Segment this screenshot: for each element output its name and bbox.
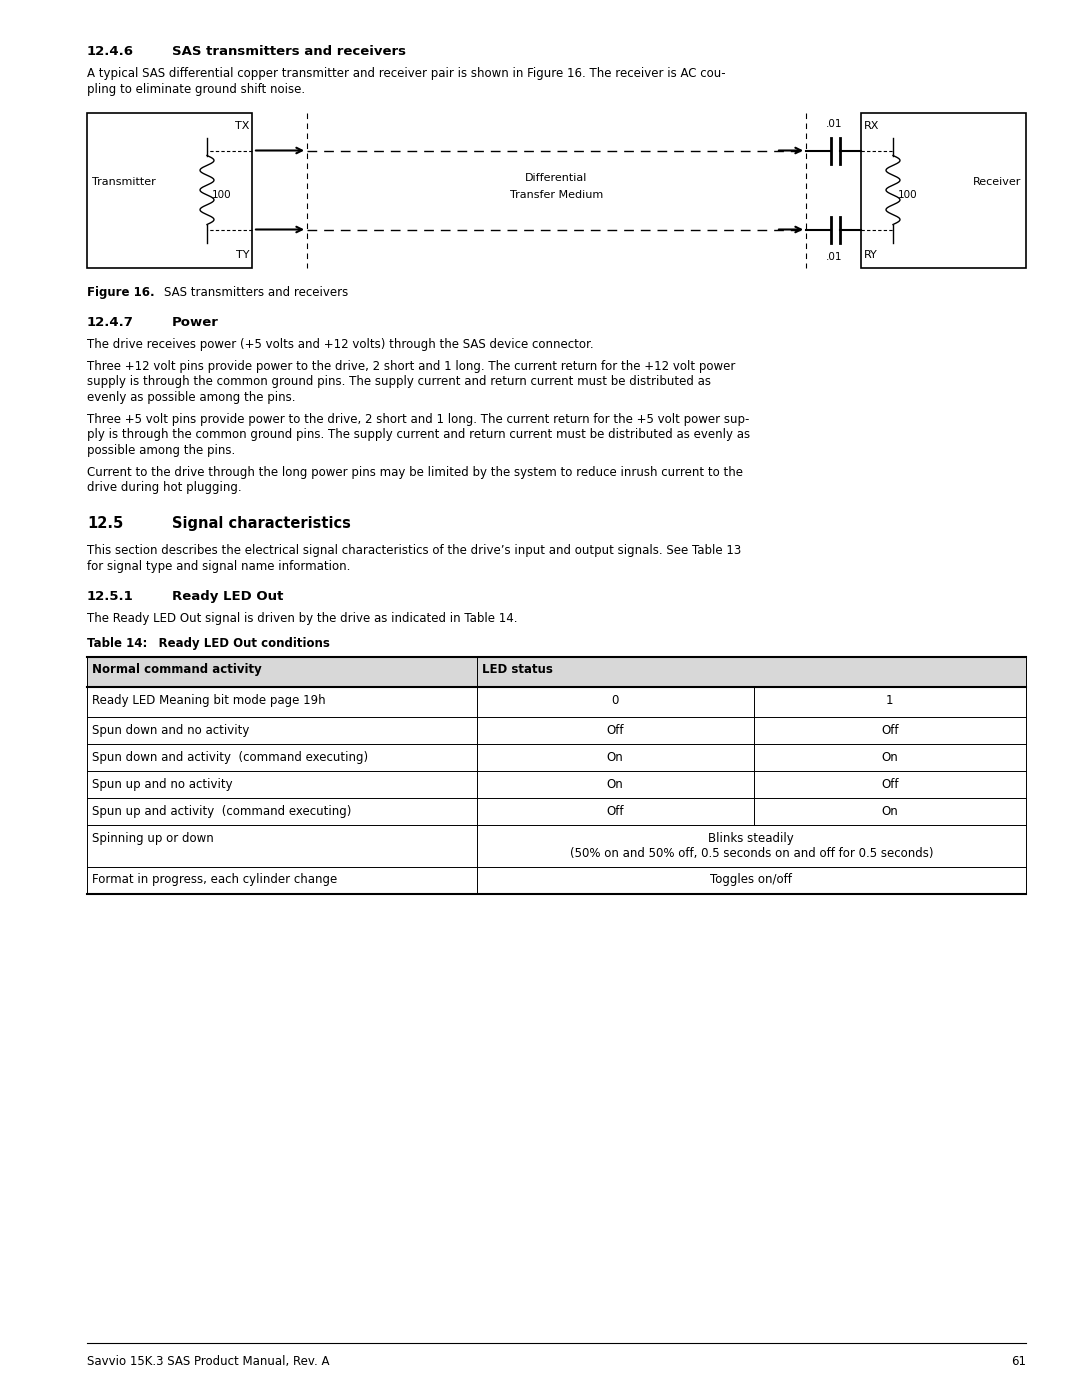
Text: Figure 16.: Figure 16. (87, 285, 154, 299)
Text: SAS transmitters and receivers: SAS transmitters and receivers (172, 45, 406, 59)
Text: evenly as possible among the pins.: evenly as possible among the pins. (87, 391, 296, 404)
Text: On: On (607, 778, 623, 791)
Text: Ready LED Out: Ready LED Out (172, 590, 283, 602)
Text: 61: 61 (1011, 1355, 1026, 1368)
Text: 12.4.7: 12.4.7 (87, 316, 134, 328)
Text: supply is through the common ground pins. The supply current and return current : supply is through the common ground pins… (87, 374, 711, 388)
Text: pling to eliminate ground shift noise.: pling to eliminate ground shift noise. (87, 82, 306, 95)
Text: The Ready LED Out signal is driven by the drive as indicated in Table 14.: The Ready LED Out signal is driven by th… (87, 612, 517, 624)
Text: RX: RX (864, 120, 879, 130)
Text: 12.4.6: 12.4.6 (87, 45, 134, 59)
Text: TX: TX (234, 120, 249, 130)
Text: ply is through the common ground pins. The supply current and return current mus: ply is through the common ground pins. T… (87, 427, 751, 441)
Text: Normal command activity: Normal command activity (92, 662, 261, 676)
Text: A typical SAS differential copper transmitter and receiver pair is shown in Figu: A typical SAS differential copper transm… (87, 67, 726, 80)
Text: Receiver: Receiver (973, 177, 1021, 187)
Text: (50% on and 50% off, 0.5 seconds on and off for 0.5 seconds): (50% on and 50% off, 0.5 seconds on and … (569, 847, 933, 861)
Text: for signal type and signal name information.: for signal type and signal name informat… (87, 560, 350, 573)
Text: Spun up and activity  (command executing): Spun up and activity (command executing) (92, 805, 351, 817)
Text: Ready LED Meaning bit mode page 19h: Ready LED Meaning bit mode page 19h (92, 693, 326, 707)
Text: Current to the drive through the long power pins may be limited by the system to: Current to the drive through the long po… (87, 465, 743, 479)
Text: Transmitter: Transmitter (92, 177, 156, 187)
Text: Off: Off (607, 724, 624, 736)
Text: Format in progress, each cylinder change: Format in progress, each cylinder change (92, 873, 337, 887)
Text: Three +12 volt pins provide power to the drive, 2 short and 1 long. The current : Three +12 volt pins provide power to the… (87, 359, 735, 373)
Text: .01: .01 (826, 119, 842, 129)
Bar (87, 657, 1026, 686)
Text: This section describes the electrical signal characteristics of the drive’s inpu: This section describes the electrical si… (87, 543, 741, 557)
Text: The drive receives power (+5 volts and +12 volts) through the SAS device connect: The drive receives power (+5 volts and +… (87, 338, 594, 351)
Text: Blinks steadily: Blinks steadily (708, 831, 794, 845)
Text: Spinning up or down: Spinning up or down (92, 831, 214, 845)
Text: SAS transmitters and receivers: SAS transmitters and receivers (149, 285, 348, 299)
Text: On: On (881, 750, 899, 764)
Text: 100: 100 (212, 190, 231, 200)
Text: Spun up and no activity: Spun up and no activity (92, 778, 232, 791)
Text: Off: Off (881, 724, 899, 736)
Text: possible among the pins.: possible among the pins. (87, 443, 235, 457)
Text: On: On (607, 750, 623, 764)
Text: drive during hot plugging.: drive during hot plugging. (87, 481, 242, 495)
Text: 12.5: 12.5 (87, 515, 123, 531)
Text: Ready LED Out conditions: Ready LED Out conditions (141, 637, 329, 650)
Text: 1: 1 (886, 693, 893, 707)
Text: 12.5.1: 12.5.1 (87, 590, 134, 602)
Text: Spun down and activity  (command executing): Spun down and activity (command executin… (92, 750, 368, 764)
Text: Table 14:: Table 14: (87, 637, 147, 650)
Text: .01: .01 (826, 251, 842, 261)
Text: RY: RY (864, 250, 878, 260)
Text: LED status: LED status (482, 662, 553, 676)
Text: 0: 0 (611, 693, 619, 707)
Text: 100: 100 (897, 190, 918, 200)
Text: Toggles on/off: Toggles on/off (711, 873, 793, 887)
Text: TY: TY (235, 250, 249, 260)
Text: Transfer Medium: Transfer Medium (510, 190, 603, 200)
Text: Off: Off (607, 805, 624, 817)
Text: Differential: Differential (525, 173, 588, 183)
Text: Spun down and no activity: Spun down and no activity (92, 724, 249, 736)
Text: Power: Power (172, 316, 219, 328)
Text: Three +5 volt pins provide power to the drive, 2 short and 1 long. The current r: Three +5 volt pins provide power to the … (87, 412, 750, 426)
Text: On: On (881, 805, 899, 817)
Text: Signal characteristics: Signal characteristics (172, 515, 351, 531)
Text: Off: Off (881, 778, 899, 791)
Text: Savvio 15K.3 SAS Product Manual, Rev. A: Savvio 15K.3 SAS Product Manual, Rev. A (87, 1355, 329, 1368)
